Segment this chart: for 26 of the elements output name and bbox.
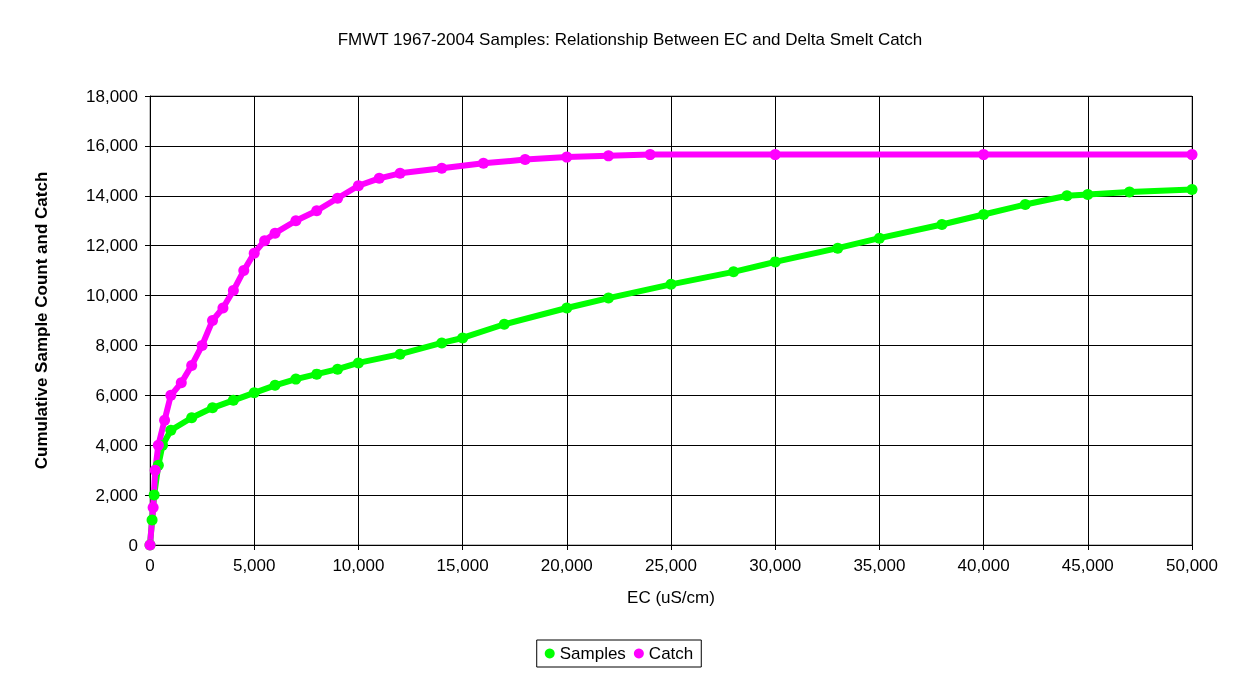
x-tick-label: 10,000 (332, 556, 385, 575)
x-tick-label: 40,000 (957, 556, 1010, 575)
chart-title: FMWT 1967-2004 Samples: Relationship Between EC and Delta Smelt Catch (337, 30, 923, 49)
x-tick-label: 20,000 (540, 556, 593, 575)
y-tick-label: 0 (128, 535, 138, 555)
x-tick-label: 0 (145, 556, 155, 575)
y-tick-label: 4,000 (95, 435, 138, 455)
y-tick-label: 2,000 (95, 485, 138, 505)
y-tick-label: 14,000 (86, 186, 138, 206)
y-tick-label: 6,000 (95, 385, 138, 405)
x-tick-label: 30,000 (749, 556, 802, 575)
legend-label: Catch (648, 644, 694, 663)
y-tick-label: 12,000 (86, 236, 138, 256)
y-axis-title: Cumulative Sample Count and Catch (32, 171, 51, 470)
x-axis-title: EC (uS/cm) (627, 588, 715, 607)
y-tick-label: 8,000 (95, 335, 138, 355)
x-tick-label: 5,000 (232, 556, 276, 575)
x-tick-label: 45,000 (1061, 556, 1114, 575)
y-tick-label: 18,000 (86, 86, 138, 106)
y-tick-label: 10,000 (86, 286, 138, 306)
y-tick-label: 16,000 (86, 136, 138, 156)
x-tick-label: 50,000 (1166, 556, 1218, 575)
x-tick-label: 35,000 (853, 556, 906, 575)
x-tick-label: 15,000 (436, 556, 489, 575)
x-tick-label: 25,000 (645, 556, 697, 575)
legend-label: Samples (559, 644, 626, 663)
